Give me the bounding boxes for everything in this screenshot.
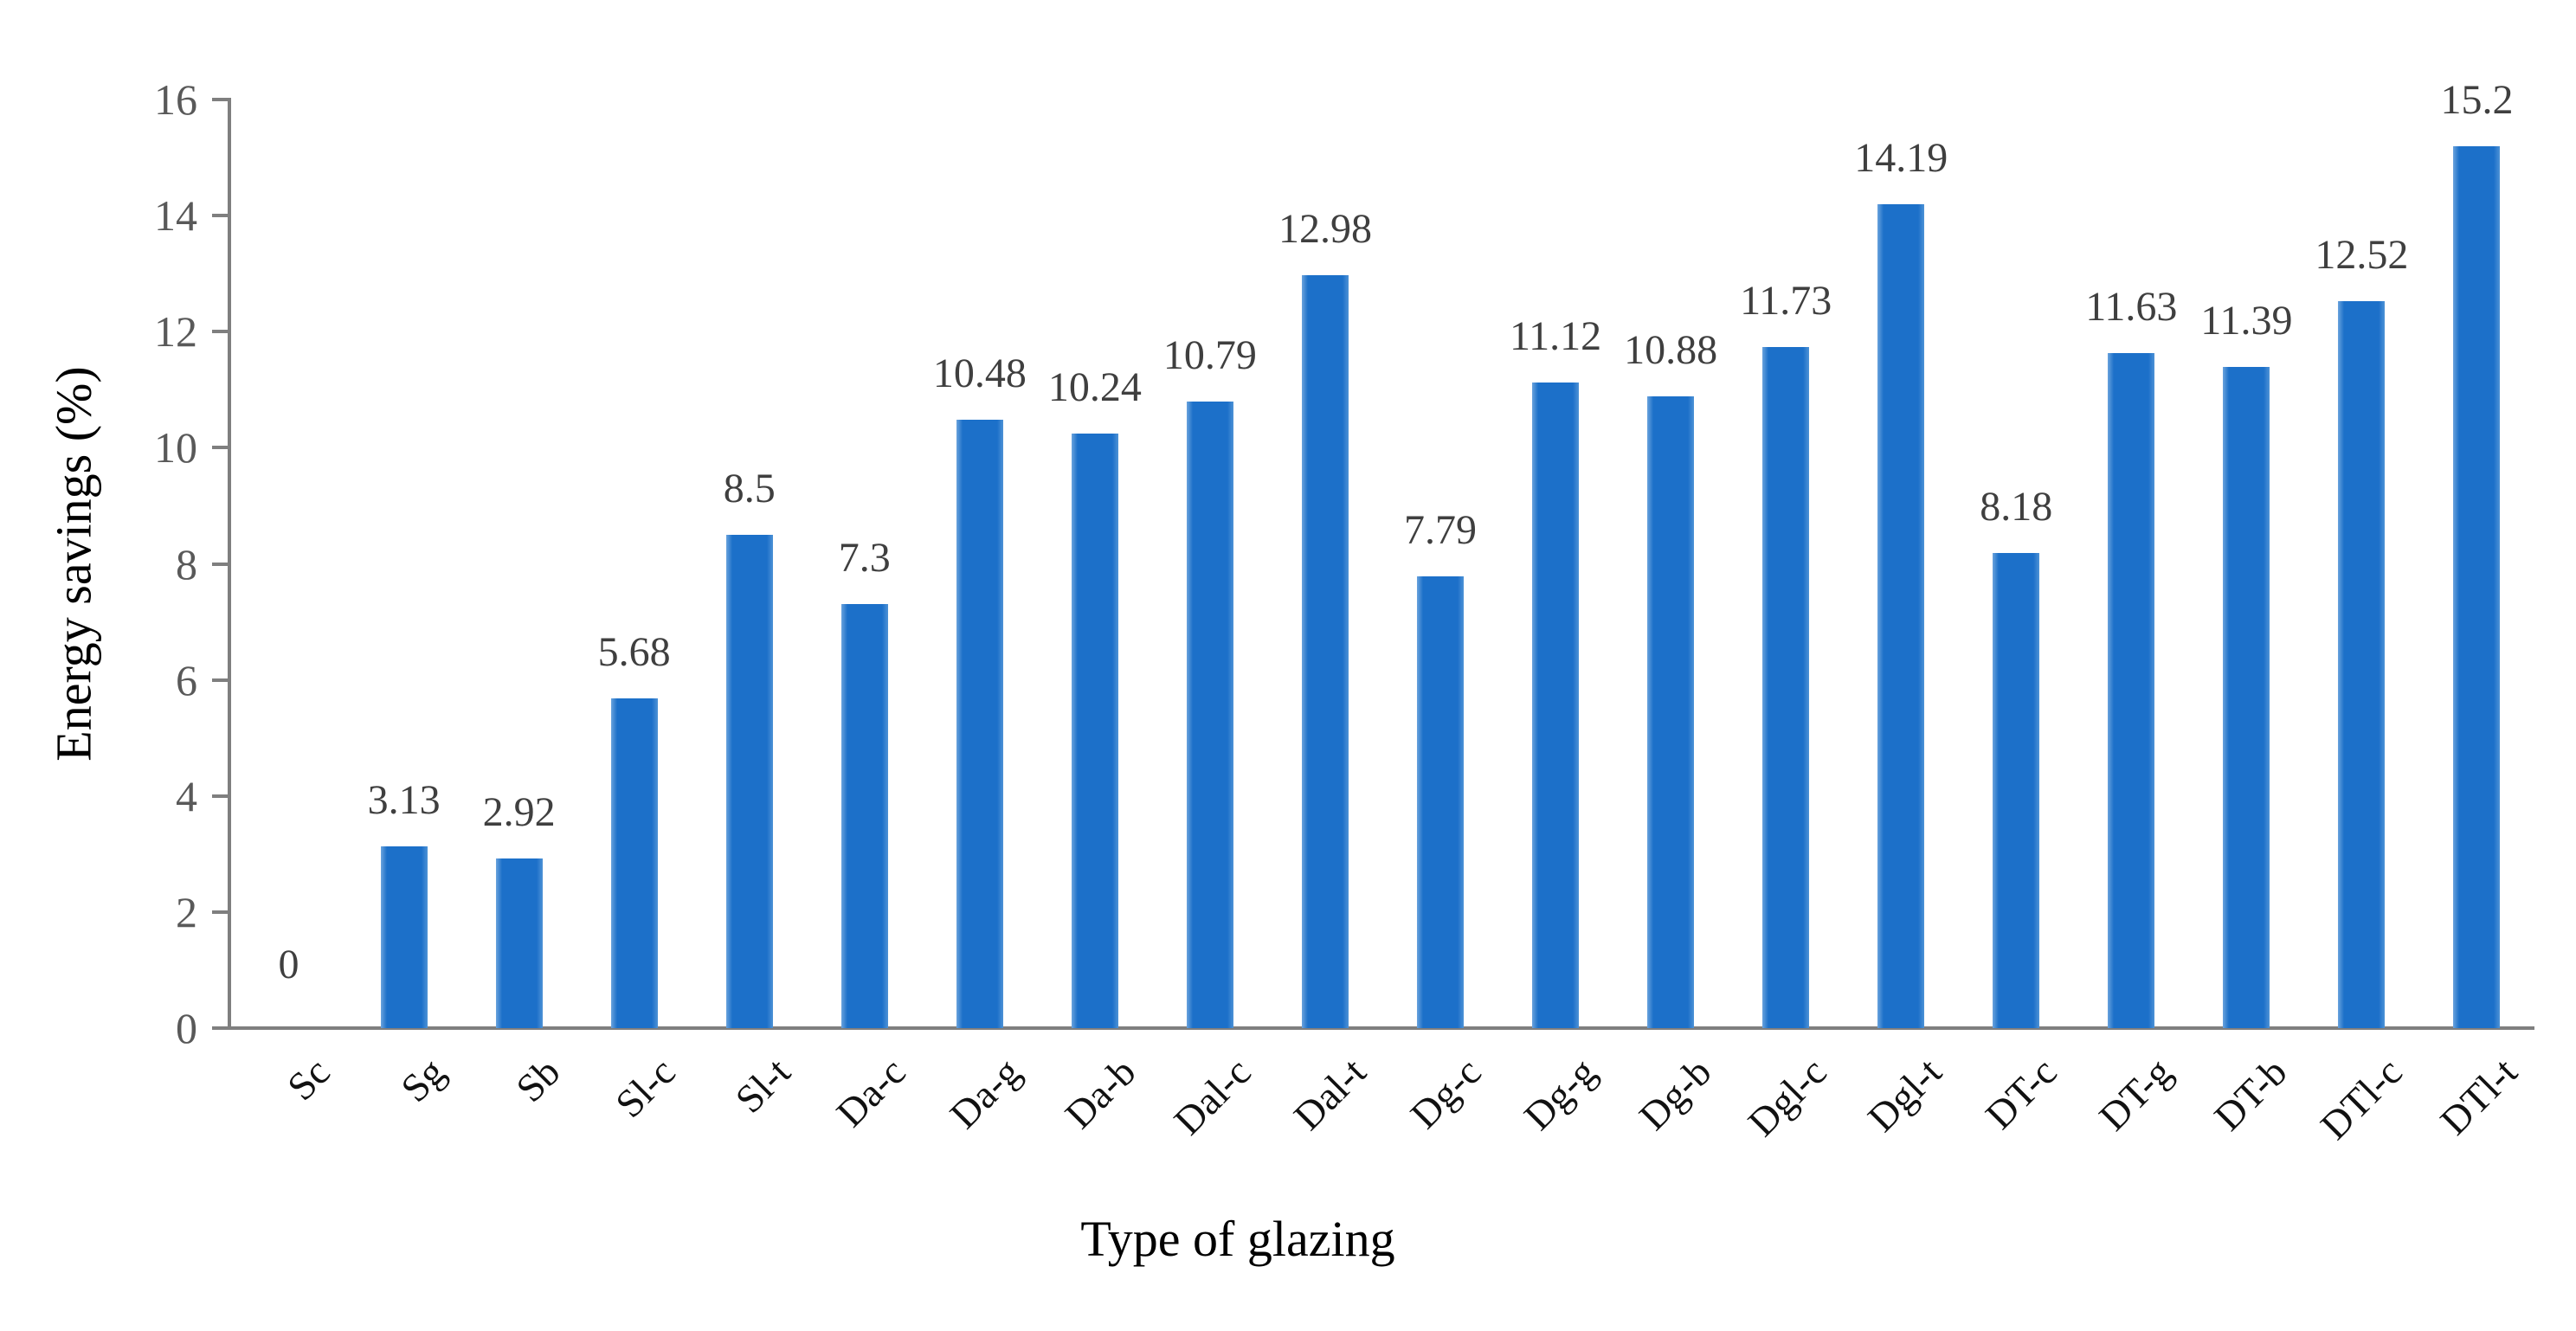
y-tick-label: 10 (154, 423, 197, 473)
bar (1186, 402, 1233, 1028)
category-label: DTl-c (2312, 1049, 2412, 1148)
bar-value-label: 7.3 (838, 535, 891, 582)
bar-value-label: 8.18 (1980, 484, 2053, 530)
y-tick (212, 330, 231, 334)
category-label: Dal-c (1165, 1049, 1259, 1143)
category-label: Dgl-c (1739, 1049, 1835, 1145)
bar-value-label: 10.48 (932, 350, 1027, 397)
bar-value-label: 15.2 (2440, 76, 2514, 123)
y-tick-label: 6 (176, 655, 197, 704)
bar-value-label: 11.39 (2200, 298, 2293, 344)
y-tick (212, 562, 231, 566)
bar (956, 420, 1003, 1028)
bar-value-label: 10.24 (1047, 364, 1142, 411)
category-label: Da-c (828, 1049, 914, 1135)
category-label: Da-g (941, 1049, 1029, 1137)
bar (1762, 347, 1810, 1028)
category-label: DT-b (2206, 1049, 2296, 1140)
bar-value-label: 11.73 (1740, 278, 1832, 325)
category-label: DT-g (2090, 1049, 2180, 1140)
bar (1071, 434, 1118, 1028)
y-tick (212, 98, 231, 101)
bar-value-label: 12.98 (1278, 205, 1372, 252)
category-label: Da-b (1056, 1049, 1144, 1137)
y-tick (212, 794, 231, 798)
category-label: DT-c (1977, 1049, 2065, 1138)
y-tick (212, 910, 231, 914)
category-label: Sl-c (606, 1049, 684, 1127)
y-axis-title: Energy savings (%) (45, 366, 102, 762)
bar (725, 534, 773, 1028)
category-label: Sb (506, 1049, 569, 1111)
category-label: Sg (391, 1049, 454, 1111)
category-label: DTl-t (2431, 1049, 2527, 1143)
bar-value-label: 5.68 (597, 629, 671, 676)
y-tick (212, 678, 231, 682)
bar-value-label: 14.19 (1854, 135, 1948, 182)
bar-value-label: 11.63 (2085, 284, 2178, 331)
bar (1647, 396, 1695, 1028)
bar-value-label: 10.88 (1624, 327, 1718, 374)
bar-value-label: 3.13 (367, 777, 441, 824)
bar (1877, 204, 1925, 1028)
category-label: Dg-g (1515, 1049, 1605, 1139)
bar-value-label: 2.92 (482, 789, 556, 836)
x-axis-title: Type of glazing (1080, 1211, 1395, 1267)
y-tick-label: 14 (154, 191, 197, 241)
bar (2223, 367, 2270, 1028)
category-label: Sc (278, 1049, 338, 1109)
y-tick (212, 1026, 231, 1030)
y-tick-label: 0 (176, 1004, 197, 1052)
bar-value-label: 8.5 (723, 465, 776, 511)
bar (840, 604, 888, 1028)
category-label: Dg-c (1401, 1049, 1490, 1137)
bar (2338, 301, 2386, 1028)
bar-value-label: 7.79 (1404, 506, 1478, 553)
y-tick-label: 8 (176, 539, 197, 588)
x-axis-line (228, 1026, 2534, 1030)
bar (380, 846, 428, 1028)
bar (1417, 575, 1465, 1028)
category-label: Sl-t (726, 1049, 799, 1122)
bar (1532, 383, 1580, 1028)
category-label: Dal-t (1285, 1049, 1375, 1139)
bar-value-label: 12.52 (2315, 232, 2409, 279)
y-tick-label: 2 (176, 887, 197, 936)
y-tick (212, 446, 231, 450)
y-tick-label: 16 (154, 75, 197, 124)
bar (495, 858, 543, 1028)
y-axis-title-wrap: Energy savings (%) (22, 100, 126, 1028)
bar-value-label: 10.79 (1162, 332, 1257, 379)
y-tick-label: 12 (154, 307, 197, 357)
bar (610, 698, 658, 1028)
bar-value-label: 0 (278, 942, 299, 987)
category-label: Dg-b (1630, 1049, 1720, 1139)
bar (1301, 274, 1349, 1028)
bar-value-label: 11.12 (1509, 313, 1602, 360)
bar (2453, 145, 2501, 1028)
bar (2108, 353, 2155, 1028)
category-label: Dgl-t (1859, 1049, 1950, 1141)
y-tick-label: 4 (176, 771, 197, 820)
bar (1993, 553, 2040, 1028)
y-tick (212, 214, 231, 218)
